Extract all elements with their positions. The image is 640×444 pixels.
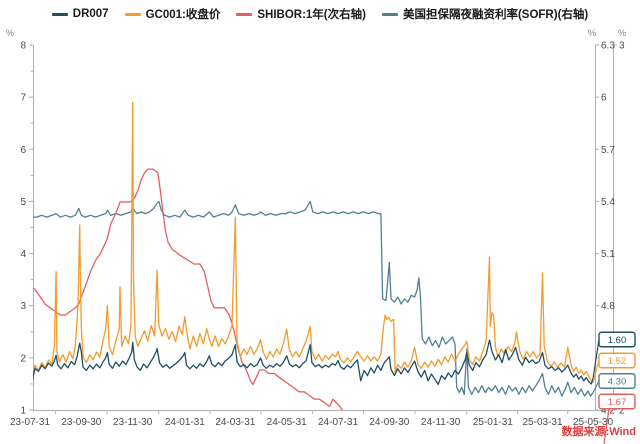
series-gc001-line <box>33 101 594 384</box>
legend-item-sofr[interactable]: 美国担保隔夜融资利率(SOFR)(右轴) <box>381 6 589 22</box>
legend-label-dr007: DR007 <box>72 8 109 20</box>
left-axis-tick-label: 5 <box>20 197 26 208</box>
x-axis-tick-label: 24-01-31 <box>165 417 205 428</box>
inner-right-axis-tick-label: 5.4 <box>601 197 615 208</box>
left-axis-tick-label: 8 <box>20 41 26 52</box>
left-axis-tick-label: 7 <box>20 93 26 104</box>
outer-right-axis-unit: % <box>618 28 627 39</box>
outer-right-axis-tick-label: 2 <box>619 406 625 417</box>
series-lines <box>33 101 594 410</box>
left-axis-tick-label: 2 <box>20 353 26 364</box>
leader-line <box>592 360 600 384</box>
end-value-box <box>598 393 636 410</box>
end-value-text: 1.60 <box>608 335 627 346</box>
end-value-box <box>598 373 636 389</box>
series-sofr-line <box>33 200 594 397</box>
x-axis-tick-label: 25-03-31 <box>522 417 562 428</box>
leader-line <box>592 380 600 393</box>
left-axis-tick-label: 1 <box>20 406 26 417</box>
legend-item-dr007[interactable]: DR007 <box>51 8 109 20</box>
x-axis-tick-label: 25-01-31 <box>473 417 513 428</box>
chart-legend: DR007 GC001:收盘价 SHIBOR:1年(次右轴) 美国担保隔夜融资利… <box>0 4 640 24</box>
end-value-text: 1.52 <box>608 356 627 367</box>
leader-line <box>603 408 610 444</box>
x-axis-tick-label: 24-07-31 <box>318 417 358 428</box>
legend-label-shibor: SHIBOR:1年(次右轴) <box>257 9 366 21</box>
source-note: 数据来源:Wind <box>561 426 636 438</box>
legend-swatch-sofr <box>381 12 398 16</box>
left-axis-tick-label: 6 <box>20 145 26 156</box>
outer-right-axis-tick-label: 3 <box>619 41 625 52</box>
left-axis-tick-label: 3 <box>20 301 26 312</box>
series-shibor-line <box>33 168 343 410</box>
x-axis-tick-label: 23-09-30 <box>61 417 101 428</box>
legend-label-sofr: 美国担保隔夜融资利率(SOFR)(右轴) <box>402 9 589 21</box>
end-value-label-gc001: 1.52 <box>592 352 636 384</box>
left-axis-unit: % <box>6 28 15 39</box>
inner-right-axis-tick-label: 6.3 <box>601 41 615 52</box>
legend-label-gc001: GC001:收盘价 <box>145 9 221 21</box>
end-value-text: 4.30 <box>608 377 627 388</box>
inner-right-axis-tick-label: 5.1 <box>601 249 615 260</box>
end-value-label-shibor: 1.67 <box>598 393 636 444</box>
x-axis-tick-label: 24-03-31 <box>215 417 255 428</box>
x-axis-tick-label: 24-09-30 <box>369 417 409 428</box>
x-axis-tick-label: 25-05-30 <box>573 417 613 428</box>
inner-right-axis-tick-label: 5.7 <box>601 145 615 156</box>
axes: 123456784.24.54.85.15.45.766.32323-07-31… <box>6 28 627 428</box>
legend-item-gc001[interactable]: GC001:收盘价 <box>124 6 221 22</box>
leader-line <box>592 339 600 379</box>
inner-right-axis-tick-label: 4.8 <box>601 301 615 312</box>
x-axis-tick-label: 23-07-31 <box>10 417 50 428</box>
legend-item-shibor[interactable]: SHIBOR:1年(次右轴) <box>236 6 366 22</box>
legend-swatch-dr007 <box>51 12 68 16</box>
legend-swatch-shibor <box>236 12 253 16</box>
x-axis-tick-label: 23-11-30 <box>113 417 153 428</box>
inner-right-axis-unit: % <box>588 28 597 39</box>
end-value-text: 1.67 <box>608 397 627 408</box>
inner-right-axis-tick-label: 6 <box>601 93 607 104</box>
left-axis-tick-label: 4 <box>20 249 26 260</box>
x-axis-tick-label: 24-05-31 <box>267 417 307 428</box>
end-value-box <box>598 331 636 348</box>
end-value-label-dr007: 1.60 <box>592 331 636 379</box>
end-value-label-sofr: 4.30 <box>592 373 636 393</box>
end-value-box <box>598 352 636 369</box>
x-axis-tick-label: 24-11-30 <box>421 417 461 428</box>
series-dr007-line <box>33 339 594 386</box>
legend-swatch-gc001 <box>124 12 141 16</box>
